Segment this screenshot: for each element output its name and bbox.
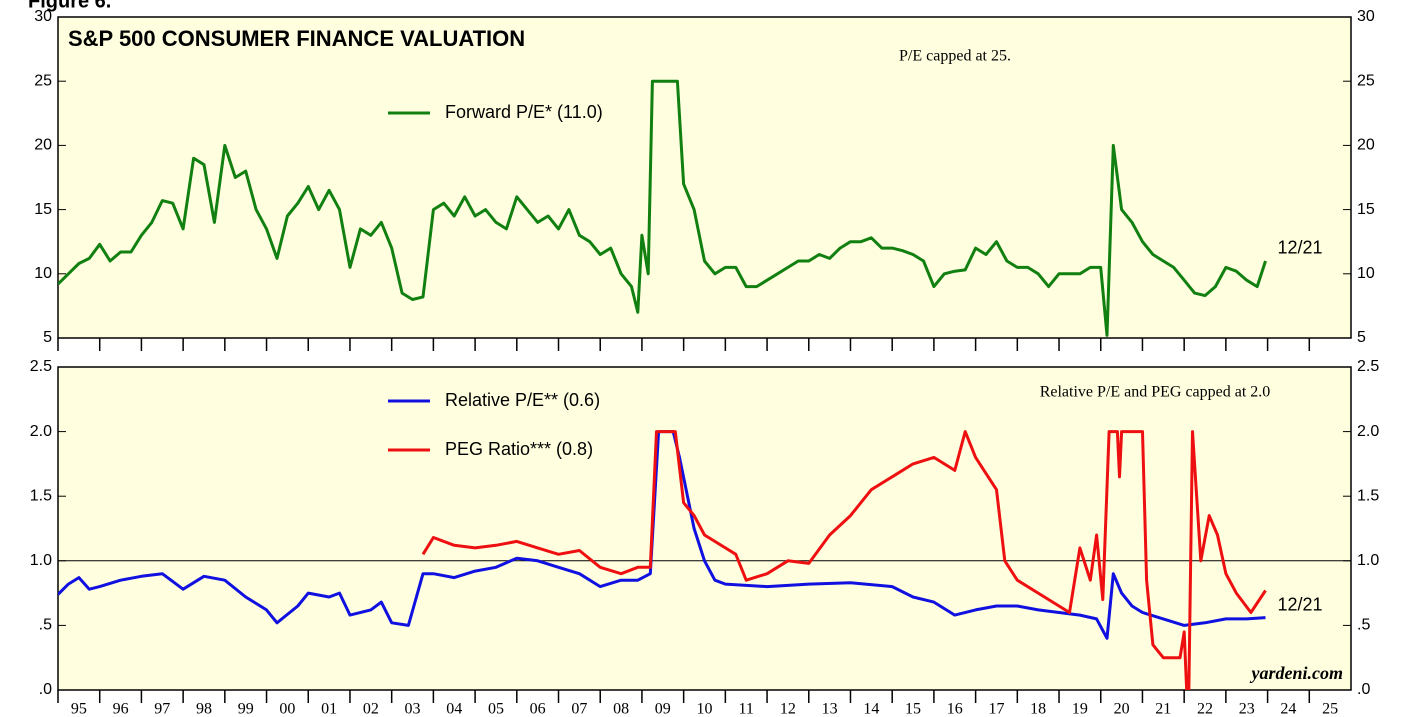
x-tick-label: 20 (1114, 701, 1130, 717)
annotation: P/E capped at 25. (899, 48, 1011, 65)
y-tick-label: 2.0 (1357, 423, 1379, 440)
y-tick-label: 15 (1357, 201, 1375, 218)
x-tick-label: 96 (113, 701, 129, 717)
line (58, 79, 1267, 337)
y-tick-label: 10 (1357, 265, 1375, 282)
x-tick-label: 07 (571, 701, 587, 717)
x-tick-label: 22 (1197, 701, 1213, 717)
x-tick-label: 99 (238, 701, 254, 717)
y-tick-label: 1.5 (1357, 487, 1379, 504)
end-label: 12/21 (1277, 238, 1322, 258)
y-tick-label: .0 (1357, 681, 1370, 698)
y-tick-label: 20 (1357, 137, 1375, 154)
y-tick-label: 2.5 (1357, 358, 1379, 375)
y-tick-label: 2.0 (30, 423, 52, 440)
y-tick-label: 10 (34, 265, 52, 282)
y-tick-label: 30 (34, 8, 52, 25)
annotation: Relative P/E and PEG capped at 2.0 (1040, 384, 1271, 401)
x-tick-label: 08 (613, 701, 629, 717)
y-tick-label: 1.0 (1357, 552, 1379, 569)
y-tick-label: 15 (34, 201, 52, 218)
x-tick-label: 11 (739, 701, 754, 717)
x-tick-label: 97 (154, 701, 170, 717)
plot-clip (58, 79, 1267, 337)
legend-label: Forward P/E* (11.0) (445, 102, 603, 122)
plot-clip (58, 430, 1351, 690)
x-tick-label: 04 (446, 701, 462, 717)
y-tick-label: 25 (1357, 72, 1375, 89)
y-tick-label: 30 (1357, 8, 1375, 25)
legend-label: PEG Ratio*** (0.8) (445, 439, 593, 459)
x-tick-label: 95 (71, 701, 87, 717)
x-tick-label: 16 (947, 701, 963, 717)
x-tick-label: 02 (363, 701, 379, 717)
chart-title: S&P 500 CONSUMER FINANCE VALUATION (68, 26, 525, 51)
x-tick-label: 17 (988, 701, 1004, 717)
legend-label: Relative P/E** (0.6) (445, 390, 600, 410)
x-tick-label: 01 (321, 701, 337, 717)
x-tick-label: 15 (905, 701, 921, 717)
y-tick-label: 1.5 (30, 487, 52, 504)
plot-area (57, 16, 1352, 339)
end-label: 12/21 (1277, 594, 1322, 614)
x-tick-label: 19 (1072, 701, 1088, 717)
x-tick-label: 03 (405, 701, 421, 717)
x-tick-label: 13 (822, 701, 838, 717)
x-tick-label: 98 (196, 701, 212, 717)
y-tick-label: .0 (39, 681, 52, 698)
source: yardeni.com (1250, 663, 1344, 683)
line (58, 430, 1266, 640)
x-tick-label: 09 (655, 701, 671, 717)
y-tick-label: .5 (1357, 617, 1370, 634)
y-tick-label: .5 (39, 617, 52, 634)
figure-label: Figure 6. (28, 0, 111, 12)
x-tick-label: 21 (1155, 701, 1171, 717)
x-tick-label: 18 (1030, 701, 1046, 717)
x-tick-label: 14 (863, 701, 879, 717)
x-tick-label: 24 (1280, 701, 1296, 717)
y-tick-label: 1.0 (30, 552, 52, 569)
line (421, 430, 1267, 690)
y-tick-label: 25 (34, 72, 52, 89)
y-tick-label: 5 (1357, 329, 1366, 346)
x-tick-label: 05 (488, 701, 504, 717)
x-tick-label: 25 (1322, 701, 1338, 717)
y-tick-label: 2.5 (30, 358, 52, 375)
y-tick-label: 20 (34, 137, 52, 154)
x-tick-label: 12 (780, 701, 796, 717)
x-tick-label: 10 (697, 701, 713, 717)
x-tick-label: 00 (279, 701, 295, 717)
plot-area (57, 366, 1352, 691)
y-tick-label: 5 (43, 329, 52, 346)
x-tick-label: 23 (1239, 701, 1255, 717)
x-tick-label: 06 (530, 701, 546, 717)
